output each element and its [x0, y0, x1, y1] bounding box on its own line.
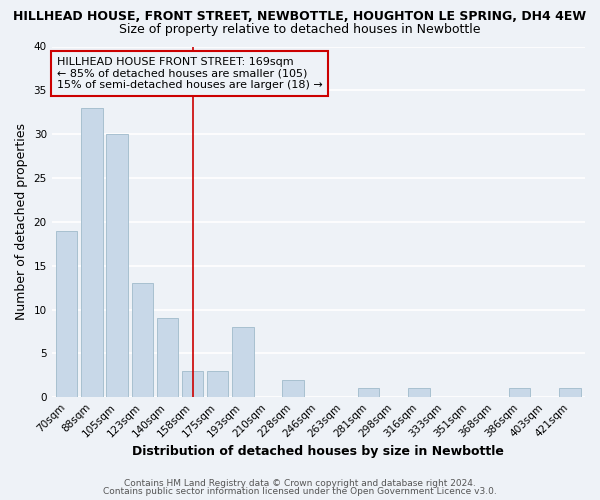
Bar: [106, 134, 128, 397]
Bar: [131, 283, 153, 397]
Bar: [182, 371, 203, 397]
Bar: [283, 380, 304, 397]
Bar: [207, 371, 229, 397]
Bar: [81, 108, 103, 397]
Bar: [358, 388, 379, 397]
Bar: [509, 388, 530, 397]
Text: Contains public sector information licensed under the Open Government Licence v3: Contains public sector information licen…: [103, 487, 497, 496]
Bar: [559, 388, 581, 397]
Text: Contains HM Land Registry data © Crown copyright and database right 2024.: Contains HM Land Registry data © Crown c…: [124, 478, 476, 488]
Bar: [408, 388, 430, 397]
Bar: [157, 318, 178, 397]
Bar: [232, 327, 254, 397]
Text: HILLHEAD HOUSE, FRONT STREET, NEWBOTTLE, HOUGHTON LE SPRING, DH4 4EW: HILLHEAD HOUSE, FRONT STREET, NEWBOTTLE,…: [13, 10, 587, 23]
Text: HILLHEAD HOUSE FRONT STREET: 169sqm
← 85% of detached houses are smaller (105)
1: HILLHEAD HOUSE FRONT STREET: 169sqm ← 85…: [57, 57, 323, 90]
Bar: [56, 230, 77, 397]
X-axis label: Distribution of detached houses by size in Newbottle: Distribution of detached houses by size …: [133, 444, 504, 458]
Y-axis label: Number of detached properties: Number of detached properties: [15, 124, 28, 320]
Text: Size of property relative to detached houses in Newbottle: Size of property relative to detached ho…: [119, 22, 481, 36]
